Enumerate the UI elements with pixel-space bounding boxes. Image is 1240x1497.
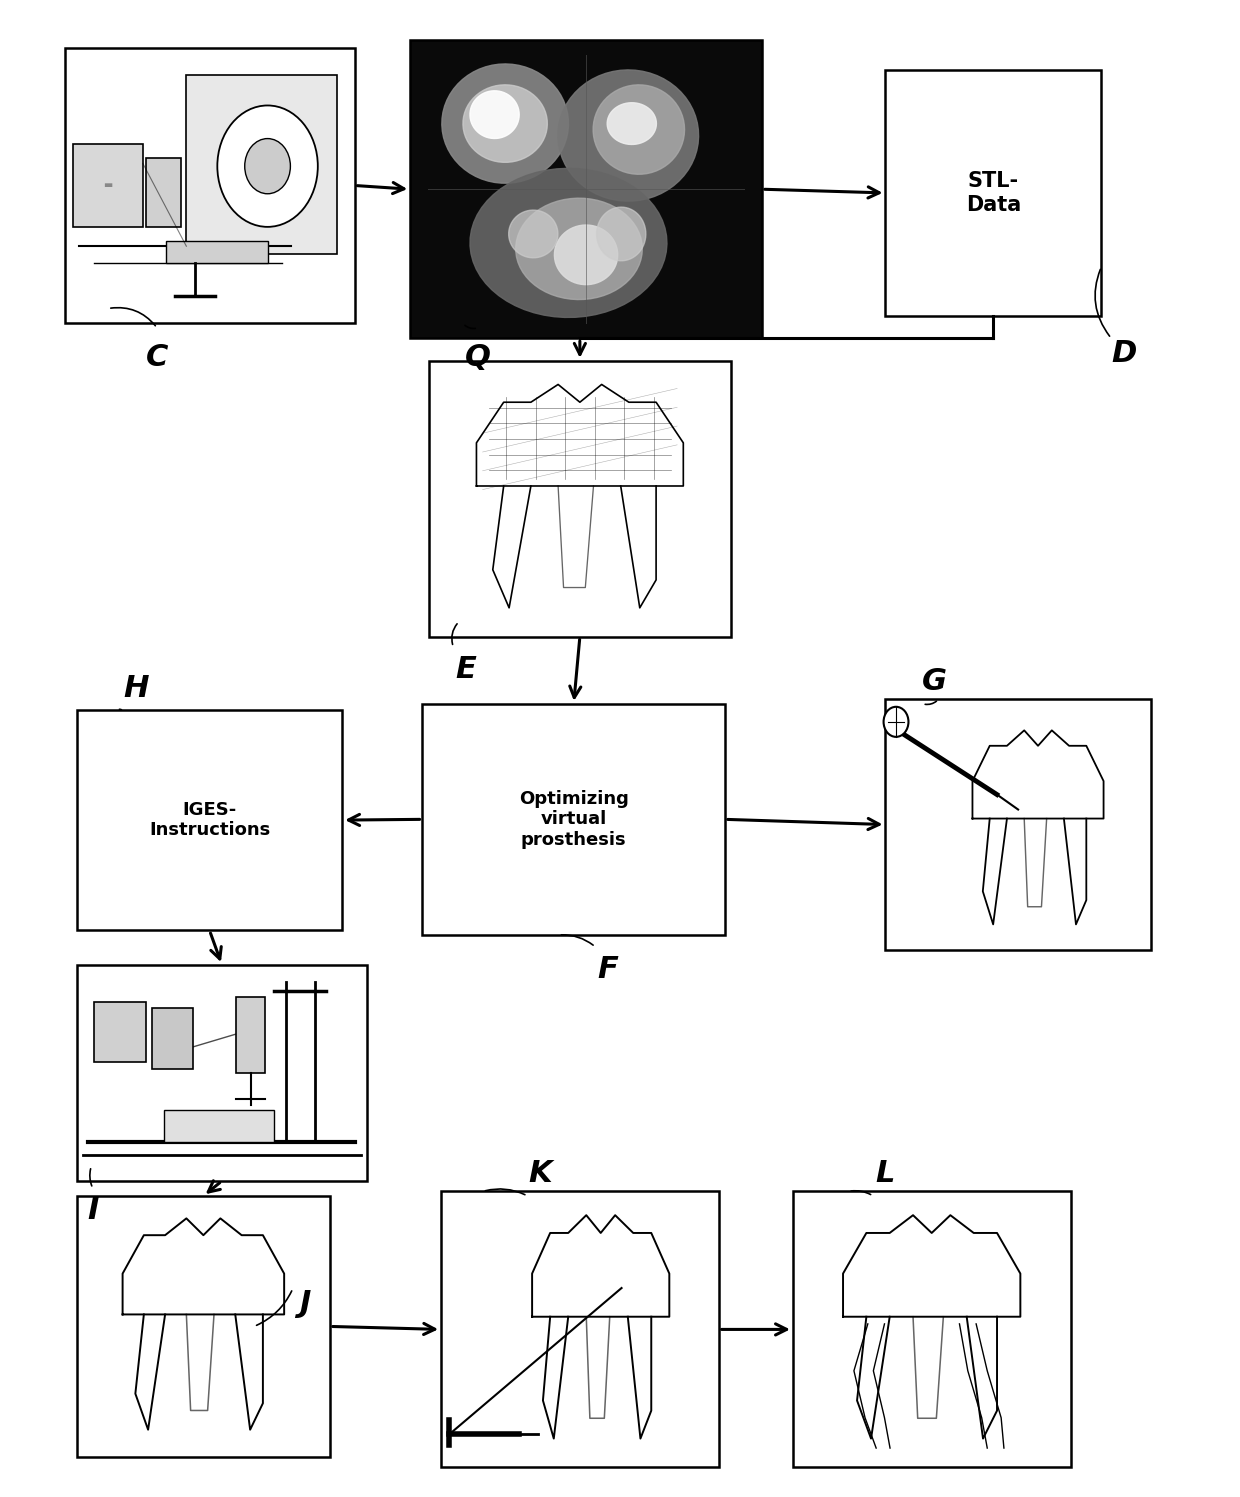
Text: G: G [923,666,947,696]
Bar [441,1192,719,1467]
Bar [94,1001,146,1061]
Text: IGES-
Instructions: IGES- Instructions [149,801,270,840]
Text: Q: Q [465,343,491,373]
Bar [77,964,367,1181]
Text: D: D [1111,338,1136,368]
Bar [423,704,725,936]
Polygon shape [470,168,667,317]
Bar [166,241,268,263]
Text: Optimizing
virtual
prosthesis: Optimizing virtual prosthesis [518,789,629,849]
Bar [77,1196,330,1457]
Polygon shape [441,64,568,183]
Text: C: C [146,343,169,373]
Circle shape [217,105,317,228]
Bar [429,361,732,636]
Bar [164,1109,274,1142]
Polygon shape [516,198,642,299]
Bar [792,1192,1070,1467]
Bar [146,157,181,228]
Bar [64,48,355,323]
Bar [153,1007,193,1069]
Text: F: F [598,955,618,984]
Text: E: E [455,656,476,684]
Circle shape [244,139,290,193]
Circle shape [884,707,909,737]
Text: K: K [528,1159,552,1189]
Text: H: H [123,674,149,704]
Polygon shape [470,91,520,139]
Bar [410,40,761,338]
Bar [885,70,1101,316]
Polygon shape [558,70,698,201]
Bar [77,710,342,931]
Polygon shape [593,85,684,174]
Polygon shape [608,103,656,144]
Text: L: L [875,1159,895,1189]
Bar [885,699,1151,949]
Polygon shape [508,210,558,257]
Bar [237,997,265,1073]
Text: I: I [87,1196,98,1226]
Text: STL-
Data: STL- Data [966,171,1021,214]
Polygon shape [596,207,646,260]
Polygon shape [554,225,618,284]
Text: ▬: ▬ [103,181,113,190]
Bar [73,144,143,228]
Bar [186,75,337,254]
Text: J: J [300,1289,311,1317]
Polygon shape [463,85,547,162]
